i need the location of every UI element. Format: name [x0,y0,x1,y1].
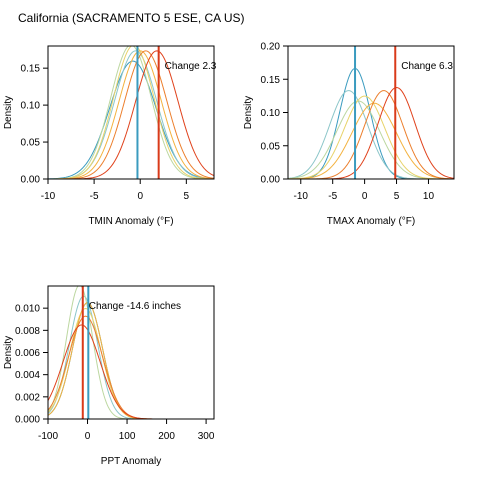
series-line-5 [48,50,214,179]
series-line-4 [288,95,454,179]
x-axis-label: TMIN Anomaly (°F) [88,216,173,227]
series-line-3 [48,46,214,179]
y-axis-label: Density [3,336,14,369]
x-tick-label: 0 [137,191,143,202]
x-axis-label: TMAX Anomaly (°F) [327,216,415,227]
plot-frame [47,45,215,180]
y-tick-label: 0.10 [261,108,281,119]
x-tick-label: 0 [85,431,91,442]
x-tick-label: 300 [198,431,215,442]
y-tick-label: 0.10 [21,101,41,112]
y-axis-label: Density [243,96,254,129]
y-tick-label: 0.05 [261,141,281,152]
x-tick-label: -5 [90,191,99,202]
y-tick-label: 0.008 [15,326,40,337]
x-tick-label: 10 [423,191,435,202]
series-line-1 [288,67,454,179]
x-tick-label: -10 [41,191,56,202]
x-tick-label: 100 [119,431,136,442]
y-tick-label: 0.00 [261,175,281,186]
change-annotation: Change 6.3 [401,61,453,72]
y-tick-label: 0.05 [21,138,41,149]
x-tick-label: 0 [362,191,368,202]
y-tick-label: 0.004 [15,370,40,381]
x-tick-label: -5 [328,191,337,202]
x-tick-label: 200 [158,431,175,442]
series-line-6 [48,315,214,419]
figure-title: California (SACRAMENTO 5 ESE, CA US) [18,11,245,25]
y-tick-label: 0.00 [21,175,41,186]
change-annotation: Change 2.3 [165,61,217,72]
x-tick-label: -10 [294,191,309,202]
y-tick-label: 0.15 [261,75,281,86]
chart-panel-ppt: Change -14.6 inches -100 0 100 200 300 0.000 0.… [3,285,215,467]
y-tick-label: 0.20 [261,42,281,53]
x-tick-label: -100 [38,431,58,442]
y-tick-label: 0.010 [15,304,40,315]
x-tick-label: 5 [184,191,190,202]
y-tick-label: 0.006 [15,348,40,359]
series-line-5 [48,302,214,419]
y-tick-label: 0.002 [15,392,40,403]
change-annotation: Change -14.6 inches [89,301,181,312]
series-line-2 [48,295,214,419]
chart-panel-tmin: Change 2.3 -10 -5 0 5 0.00 0.05 0.10 0.15 TMIN An… [3,45,217,227]
y-tick-label: 0.000 [15,415,40,426]
series-line-7 [48,324,214,419]
x-tick-label: 5 [394,191,400,202]
y-tick-label: 0.15 [21,64,41,75]
y-axis-label: Density [3,96,14,129]
x-axis-label: PPT Anomaly [101,456,161,467]
chart-panel-tmax: Change 6.3 -10 -5 0 5 10 0.00 0.05 0.10 0.15 0.20 T… [243,42,455,227]
series-line-1 [48,302,214,419]
series-line-3 [288,100,454,179]
series-group [48,46,214,179]
series-line-5 [288,102,454,179]
